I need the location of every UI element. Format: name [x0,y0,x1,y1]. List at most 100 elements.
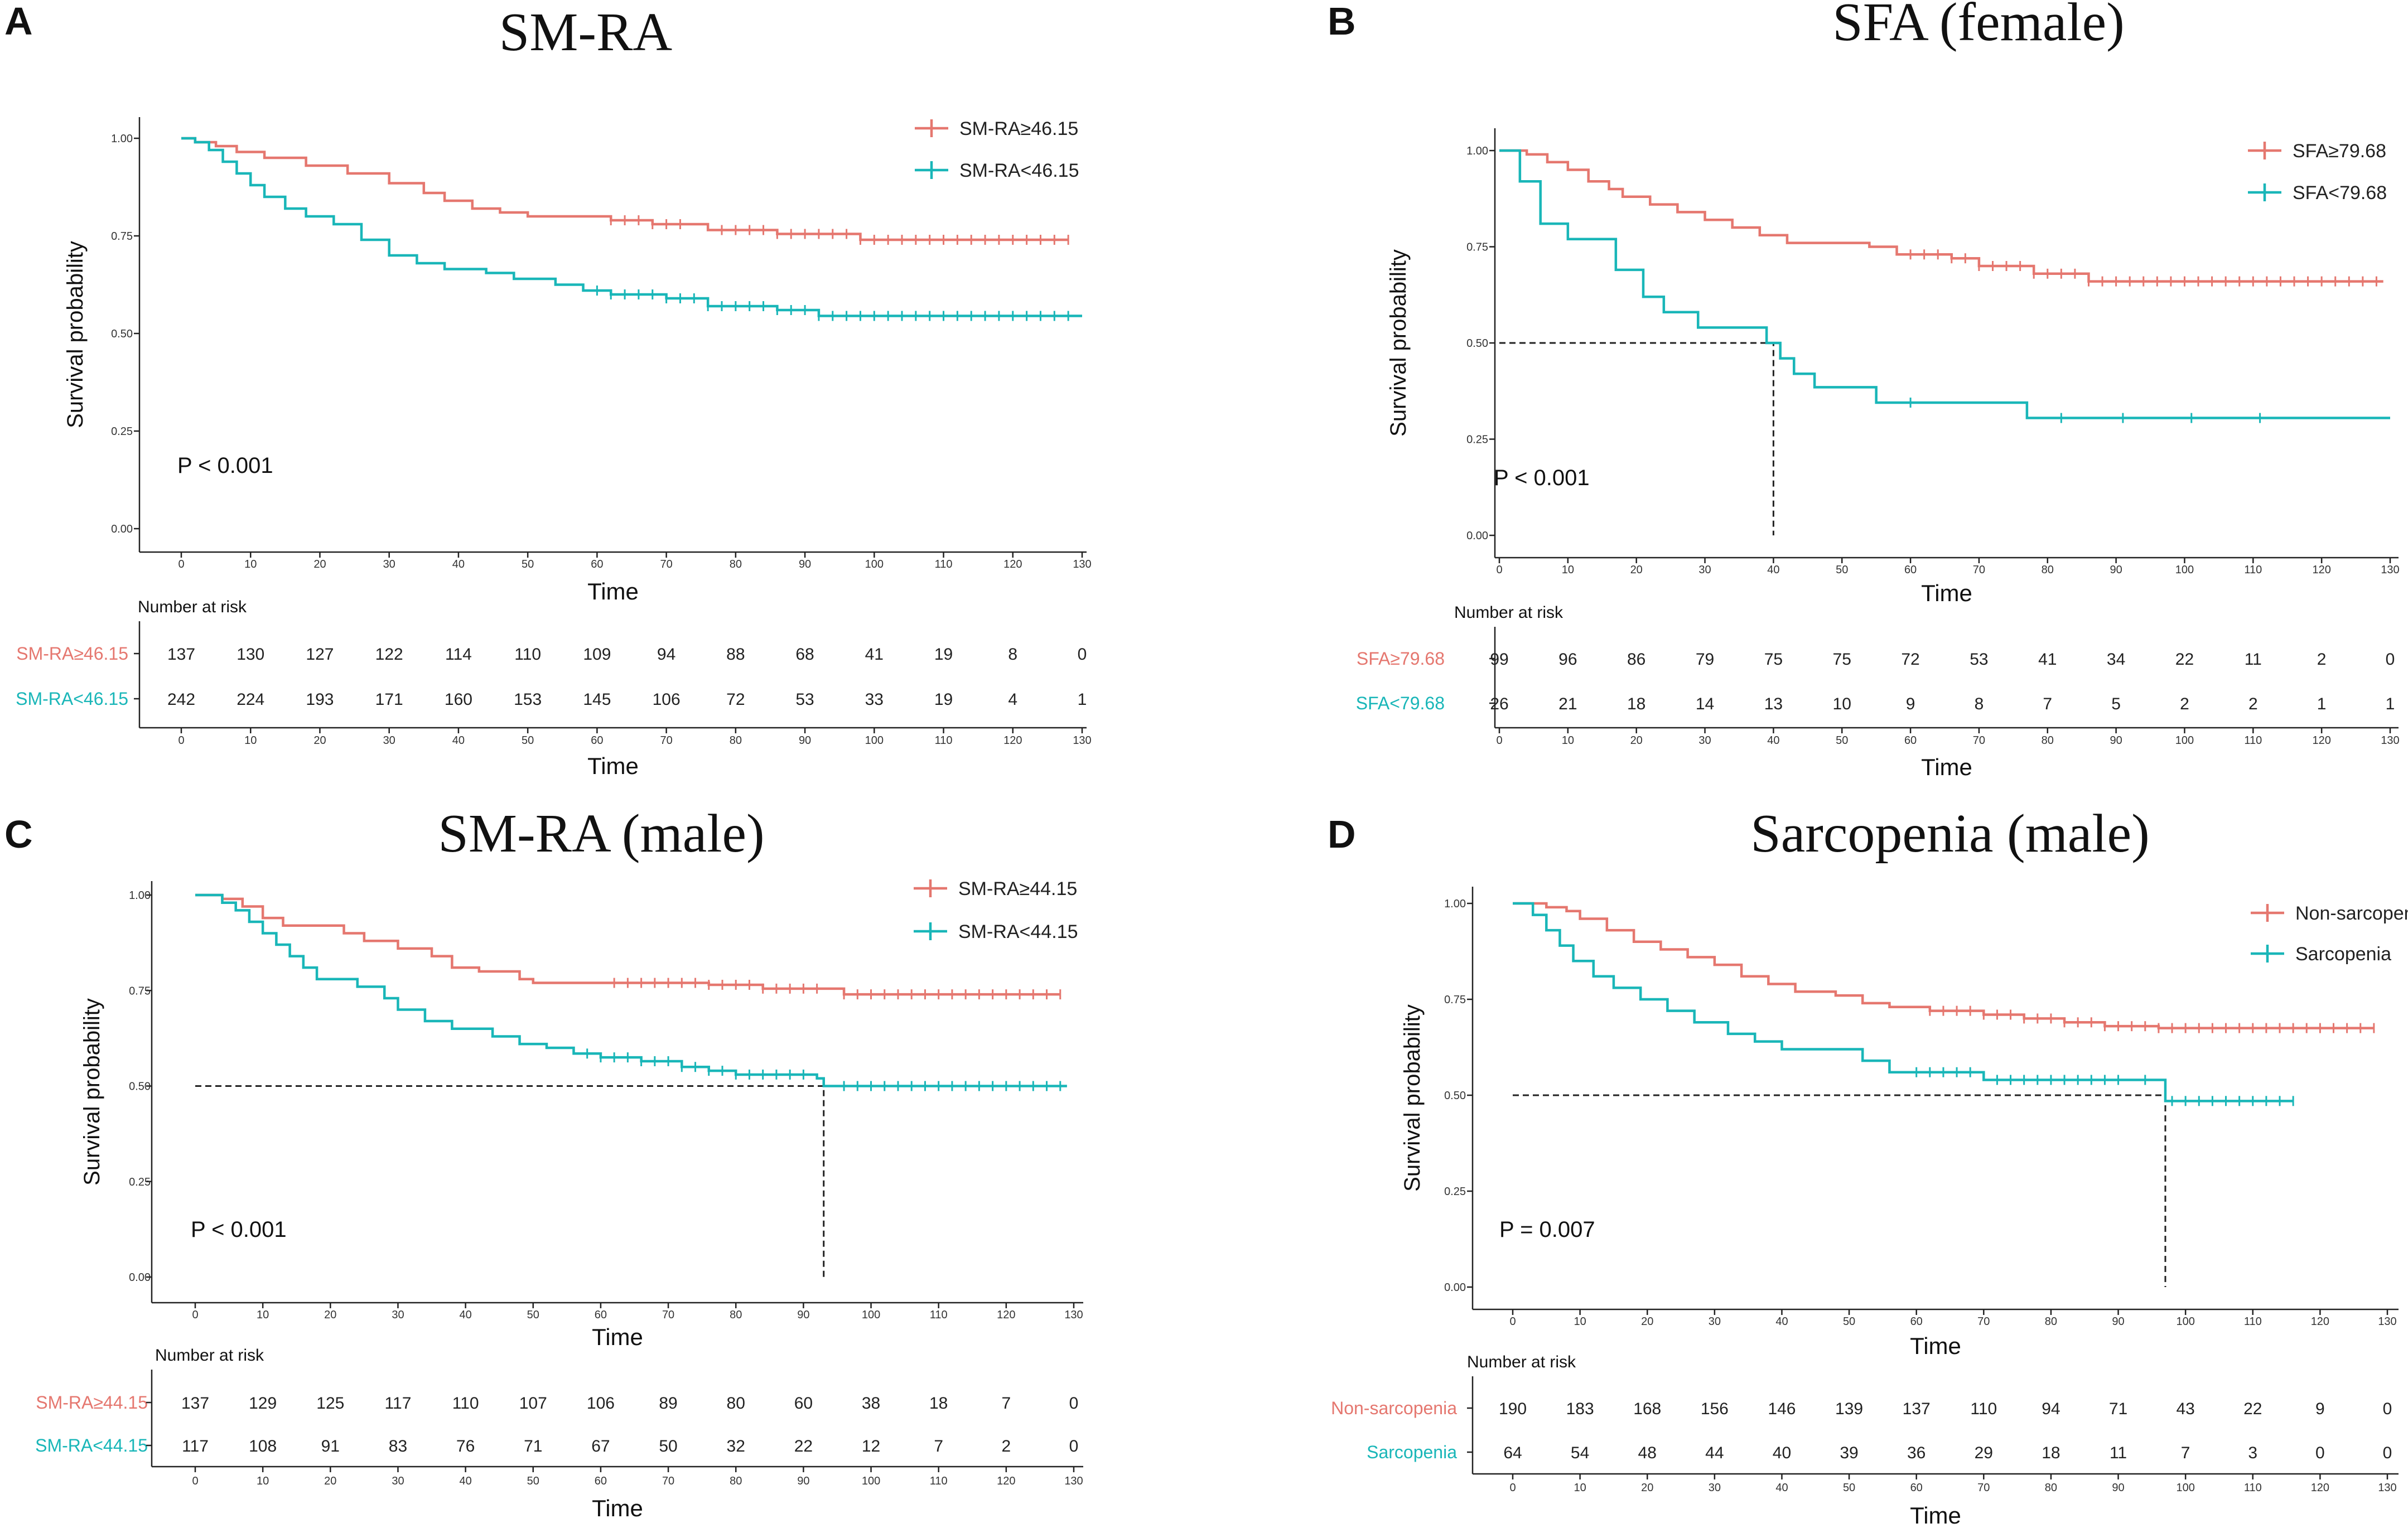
risk-x-tick-label: 40 [1767,734,1779,747]
risk-count: 114 [445,645,472,664]
survival-curve-high [1499,149,2383,283]
risk-count: 7 [2043,695,2052,713]
risk-count: 88 [726,645,745,664]
risk-count: 21 [1558,695,1577,713]
x-tick-label: 80 [2045,1316,2057,1328]
y-tick-label: 0.75 [1466,241,1488,254]
risk-count: 10 [1833,695,1851,713]
legend-label: SFA<79.68 [2293,182,2387,204]
x-tick-label: 90 [2112,1316,2124,1328]
risk-x-tick-label: 40 [459,1475,471,1487]
risk-count: 8 [1975,695,1984,713]
risk-x-tick-label: 30 [392,1475,404,1487]
x-tick-label: 50 [1843,1316,1855,1328]
risk-x-tick-label: 120 [997,1475,1015,1487]
risk-x-tick-label: 0 [178,734,184,747]
y-tick-label: 0.00 [1466,530,1488,542]
risk-count: 2 [1002,1437,1011,1455]
risk-count: 13 [1764,695,1783,713]
survival-curve-high [1513,902,2374,1029]
risk-x-tick-label: 70 [660,734,672,747]
y-tick-label: 1.00 [1444,898,1466,910]
risk-count: 2 [2180,695,2189,713]
y-tick-label: 0.75 [129,985,151,997]
risk-x-tick-label: 80 [2042,734,2054,747]
x-tick-label: 90 [797,1309,809,1321]
risk-count: 22 [2243,1400,2262,1418]
risk-count: 5 [2111,695,2121,713]
risk-count: 1 [1078,690,1087,709]
y-tick-label: 0.50 [129,1081,151,1093]
risk-table-title: Number at risk [138,598,247,616]
risk-x-tick-label: 20 [1630,734,1643,747]
panel-letter: C [4,813,33,856]
risk-x-tick-label: 80 [730,1475,742,1487]
legend-label: SM-RA<46.15 [959,160,1079,181]
risk-x-tick-label: 50 [527,1475,539,1487]
x-tick-label: 100 [862,1309,880,1321]
risk-count: 48 [1638,1444,1657,1462]
x-tick-label: 70 [1973,564,1985,576]
x-tick-label: 110 [930,1309,948,1321]
risk-count: 76 [456,1437,475,1455]
risk-count: 44 [1705,1444,1724,1462]
risk-x-tick-label: 30 [383,734,395,747]
x-tick-label: 30 [392,1309,404,1321]
y-tick-label: 0.50 [1444,1090,1466,1102]
risk-count: 1 [2386,695,2395,713]
legend-label: Non-sarcopenia [2295,903,2408,924]
risk-count: 0 [1078,645,1087,664]
x-tick-label: 50 [522,558,534,570]
legend-label: SFA≥79.68 [2293,141,2386,162]
risk-x-tick-label: 110 [930,1475,948,1487]
risk-count: 130 [237,645,264,664]
risk-count: 18 [929,1394,948,1413]
risk-x-tick-label: 130 [1073,734,1091,747]
risk-x-tick-label: 130 [2381,734,2399,747]
risk-count: 68 [795,645,814,664]
y-tick-label: 0.50 [111,328,133,340]
risk-count: 11 [2110,1444,2127,1462]
km-panel-c: C SM-RA (male)0.000.250.500.751.000 10 20 30… [4,804,1083,1521]
risk-count: 139 [1835,1400,1863,1418]
risk-count: 1 [2317,695,2327,713]
risk-x-tick-label: 110 [935,734,953,747]
x-tick-label: 60 [591,558,603,570]
p-value: P = 0.007 [1499,1217,1595,1242]
risk-count: 67 [591,1437,610,1455]
panel-letter: A [4,0,33,43]
risk-count: 107 [519,1394,547,1413]
risk-count: 83 [389,1437,407,1455]
x-tick-label: 60 [1904,564,1917,576]
risk-table-title: Number at risk [155,1346,264,1365]
x-tick-label: 110 [2244,564,2262,576]
risk-x-axis-label: Time [592,1495,643,1521]
x-tick-label: 120 [1003,558,1022,570]
risk-count: 9 [1906,695,1915,713]
risk-x-tick-label: 100 [865,734,884,747]
risk-x-tick-label: 120 [1003,734,1022,747]
x-tick-label: 90 [799,558,811,570]
risk-count: 0 [2315,1444,2325,1462]
risk-x-tick-label: 130 [2378,1482,2396,1494]
risk-count: 80 [727,1394,745,1413]
km-panel-b: B SFA (female)0.000.250.500.751.000 10 20 30… [1328,0,2400,780]
x-tick-label: 90 [2110,564,2122,576]
risk-x-tick-label: 130 [1064,1475,1083,1487]
y-tick-label: 0.00 [1444,1281,1466,1294]
x-tick-label: 110 [935,558,953,570]
x-tick-label: 80 [730,558,742,570]
y-tick-label: 0.75 [111,230,133,243]
risk-x-tick-label: 100 [2175,734,2194,747]
risk-x-axis-label: Time [1921,754,1972,780]
p-value: P < 0.001 [177,453,273,478]
risk-count: 129 [249,1394,277,1413]
risk-x-tick-label: 10 [1562,734,1574,747]
risk-count: 36 [1907,1444,1926,1462]
risk-x-tick-label: 30 [1709,1482,1721,1494]
risk-count: 40 [1773,1444,1791,1462]
risk-x-tick-label: 60 [595,1475,607,1487]
panel-title: SM-RA [499,2,673,62]
risk-count: 53 [1970,650,1988,669]
risk-count: 0 [2386,650,2395,669]
